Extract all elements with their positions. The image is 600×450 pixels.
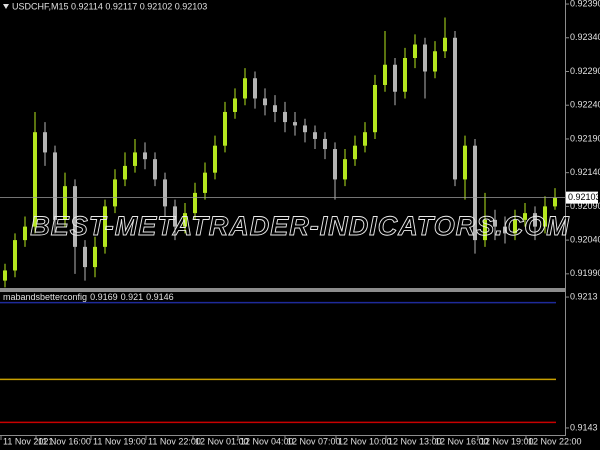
candle-body [243,78,247,99]
candle-body [183,213,187,227]
candle-body [493,219,497,227]
y-tick-label: 0.92240 [570,100,600,110]
y-tick-label: 0.9213 [570,291,598,301]
indicator-value: 0.921 [121,292,144,302]
candle-body [233,98,237,112]
x-tick-label: 12 Nov 22:00 [528,436,582,446]
x-tick-label: 12 Nov 16:00 [435,436,489,446]
candle-body [403,58,407,92]
candle-body [213,145,217,173]
indicator-name: mabandsbetterconfig [3,292,87,302]
candle-body [413,44,417,59]
candle-body [93,246,97,268]
candle-body [333,149,337,180]
candle-body [33,132,37,227]
y-tick-label: 0.92140 [570,167,600,177]
candle-body [483,219,487,241]
y-tick-label: 0.92090 [570,201,600,211]
candle-body [313,132,317,139]
candle-body [273,105,277,112]
indicator-label: mabandsbetterconfig 0.9169 0.921 0.9146 [3,292,174,302]
candle-body [263,98,267,106]
x-tick-label: 12 Nov 19:00 [480,436,534,446]
candle-body [513,219,517,234]
candle-body [53,152,57,220]
candle-body [203,172,207,193]
y-tick-label: 0.92040 [570,234,600,244]
x-tick-label: 12 Nov 04:00 [240,436,294,446]
current-price-label: 0.92103 [568,192,600,202]
y-tick-label: 0.92290 [570,66,600,76]
candle-body [13,240,17,271]
candle-body [423,44,427,72]
candle-body [303,125,307,133]
x-tick-label: 12 Nov 07:00 [287,436,341,446]
y-tick-label: 0.9143 [570,422,598,432]
x-tick-label: 12 Nov 10:00 [338,436,392,446]
candle-body [253,78,257,99]
x-tick-label: 12 Nov 13:00 [388,436,442,446]
candle-body [443,37,447,52]
x-tick-label: 11 Nov 22:00 [148,436,201,446]
candle-body [453,37,457,180]
indicator-value: 0.9146 [146,292,174,302]
candle-body [113,179,117,207]
y-tick-label: 0.91990 [570,268,600,278]
candle-body [393,64,397,92]
candle-body [433,51,437,72]
candle-body [173,206,177,227]
candle-body [103,206,107,247]
x-tick-label: 11 Nov 16:00 [38,436,91,446]
x-tick-label: 12 Nov 01:00 [195,436,249,446]
candle-body [373,84,377,133]
candle-body [63,186,67,220]
candle-body [543,206,547,227]
candle-body [73,186,77,247]
candle-body [83,246,87,268]
panel-separator [0,288,566,292]
candle-body [383,64,387,85]
chart-title: USDCHF,M15 0.92114 0.92117 0.92102 0.921… [12,1,207,11]
candle-body [163,179,167,207]
candle-body [473,145,477,241]
y-tick-label: 0.92340 [570,32,600,42]
y-tick-label: 0.92390 [570,0,600,8]
x-tick-label: 11 Nov 2021 [3,436,53,446]
y-tick-label: 0.92190 [570,133,600,143]
candle-body [283,111,287,123]
candle-body [503,226,507,234]
watermark: BEST-METATRADER-INDICATORS.COM [30,211,569,241]
candle-body [143,152,147,160]
symbol-icon [3,4,9,9]
candle-body [523,213,527,220]
candle-body [23,226,27,241]
candle-body [223,111,227,146]
candle-body [133,152,137,166]
candle-body [343,159,347,180]
indicator-value: 0.9169 [90,292,118,302]
candle-body [553,197,557,207]
candle-body [43,132,47,153]
candle-body [353,145,357,160]
candle-body [3,270,7,281]
candle-body [463,145,467,180]
candle-body [293,122,297,126]
x-tick-label: 11 Nov 19:00 [93,436,146,446]
candle-body [323,138,327,150]
candle-body [363,132,367,146]
candle-body [153,159,157,180]
candle-body [193,192,197,214]
current-price-box [566,191,598,204]
candle-body [533,213,537,227]
candle-body [123,165,127,180]
